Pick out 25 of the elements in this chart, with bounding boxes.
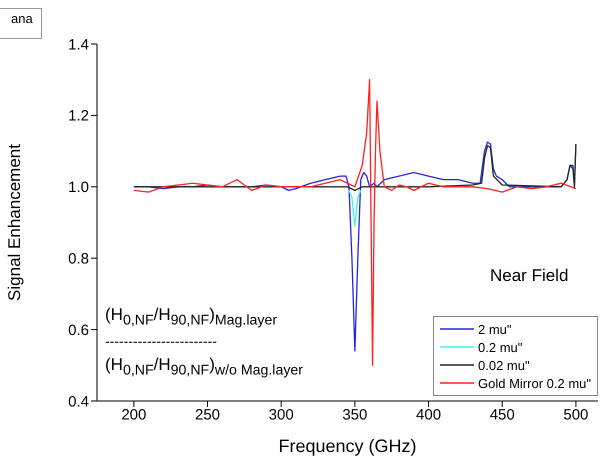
y-tick-label: 0.6: [68, 322, 89, 339]
annotation: Near Field: [490, 266, 568, 286]
y-tick-label: 0.8: [68, 250, 89, 268]
annotation: ------------------------: [105, 333, 217, 349]
x-axis-title: Frequency (GHz): [278, 436, 417, 456]
y-tick-label: 0.4: [68, 393, 89, 410]
legend-label: 0.02 mu": [478, 358, 530, 372]
x-tick-label: 400: [416, 406, 442, 424]
legend-label: 2 mu": [478, 322, 512, 336]
x-tick-label: 200: [121, 406, 146, 424]
x-tick-label: 450: [490, 406, 515, 424]
annotation: (H$_{0,NF}$/H$_{90,NF}$)$_{w/o Mag.layer}$: [105, 355, 303, 378]
x-tick-label: 350: [342, 406, 368, 424]
x-tick-label: 500: [563, 406, 588, 424]
y-axis-title: Signal Enhancement: [5, 144, 24, 301]
x-tick-label: 250: [195, 406, 220, 424]
annotation: (H$_{0,NF}$/H$_{90,NF}$)$_{Mag.layer}$: [105, 305, 278, 328]
y-tick-label: 1.4: [68, 36, 89, 54]
legend-label: 0.2 mu": [478, 340, 522, 354]
y-tick-label: 1.0: [68, 179, 89, 196]
text: ana: [0, 8, 42, 39]
legend-label: Gold Mirror 0.2 mu": [478, 376, 591, 390]
y-tick-label: 1.2: [68, 108, 89, 125]
x-tick-label: 300: [268, 406, 294, 424]
line-series: [133, 143, 577, 192]
